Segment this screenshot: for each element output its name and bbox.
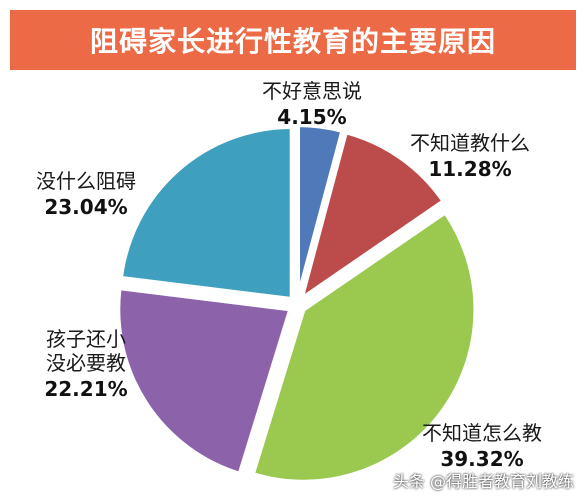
pie-slice (250, 209, 478, 484)
pie-slice (116, 285, 293, 477)
pie-slice (296, 123, 345, 298)
chart-title: 阻碍家长进行性教育的主要原因 (10, 10, 576, 70)
slice-value-label: 39.32% (440, 447, 523, 471)
pie-slice (118, 125, 294, 302)
slice-value-label: 23.04% (44, 195, 127, 219)
slice-label: 孩子还小没必要教 (46, 327, 126, 375)
slice-value-label: 4.15% (277, 105, 346, 129)
watermark-text: 头条 @得胜者教育刘教练 (392, 472, 574, 491)
slice-label: 不好意思说 (262, 79, 362, 103)
slice-label: 没什么阻碍 (36, 169, 136, 193)
slice-value-label: 22.21% (44, 377, 127, 401)
slice-value-label: 11.28% (428, 157, 511, 181)
pie-slice (298, 129, 447, 304)
slice-label: 不知道怎么教 (422, 421, 542, 445)
slice-label: 不知道教什么 (410, 131, 530, 155)
